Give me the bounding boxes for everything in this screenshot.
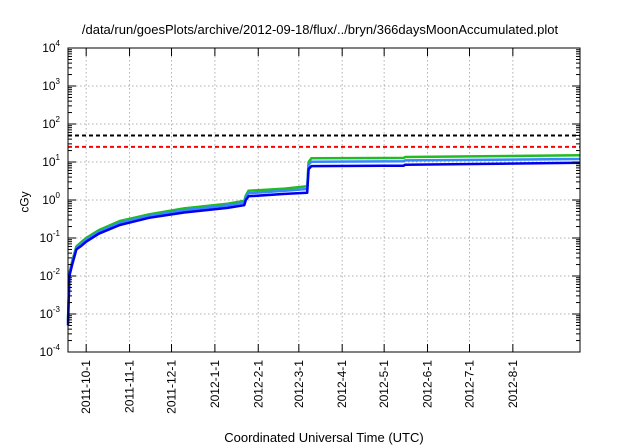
- y-tick-label: 102: [42, 115, 60, 131]
- y-tick-label: 10-2: [40, 267, 61, 283]
- x-tick-label: 2012-5-1: [377, 360, 391, 408]
- series-lines: [66, 154, 581, 326]
- grid: [68, 48, 580, 352]
- x-tick-label: 2012-6-1: [421, 360, 435, 408]
- y-axis-label: cGy: [17, 191, 32, 213]
- chart-title: /data/run/goesPlots/archive/2012-09-18/f…: [81, 22, 559, 37]
- y-axis-ticks: 10-4 10-3 10-2 10-1 100 101 102 103 104: [40, 39, 580, 359]
- x-axis-ticks: 2011-10-1 2011-11-1 2011-12-1 2012-1-1 2012-…: [79, 48, 520, 414]
- x-tick-label: 2012-1-1: [208, 360, 222, 408]
- threshold-lines: [68, 134, 580, 148]
- x-tick-label: 2012-2-1: [251, 360, 265, 408]
- x-tick-label: 2011-12-1: [165, 360, 179, 414]
- x-tick-label: 2012-8-1: [506, 360, 520, 408]
- series-line: [66, 161, 581, 326]
- x-tick-label: 2012-3-1: [292, 360, 306, 408]
- y-tick-label: 10-1: [40, 229, 61, 245]
- y-tick-label: 104: [42, 39, 60, 55]
- x-tick-label: 2012-4-1: [335, 360, 349, 408]
- y-tick-label: 10-4: [40, 343, 61, 359]
- y-tick-label: 100: [42, 191, 60, 207]
- y-tick-label: 10-3: [40, 305, 61, 321]
- series-line: [66, 157, 581, 323]
- x-tick-label: 2012-7-1: [462, 360, 476, 408]
- x-tick-label: 2011-10-1: [79, 360, 93, 414]
- x-tick-label: 2011-11-1: [123, 360, 137, 413]
- x-axis-label: Coordinated Universal Time (UTC): [224, 430, 424, 445]
- y-tick-label: 101: [42, 153, 60, 169]
- y-tick-label: 103: [42, 77, 60, 93]
